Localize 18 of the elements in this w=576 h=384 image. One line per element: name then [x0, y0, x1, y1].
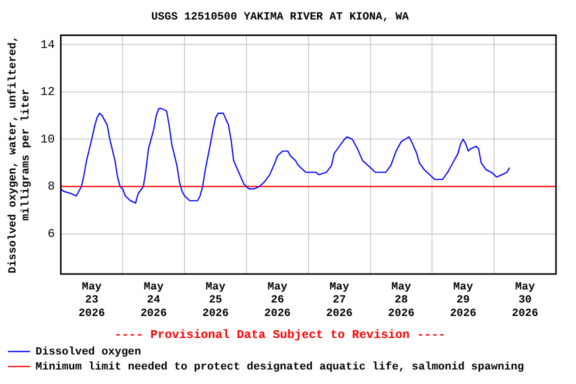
x-tick-label: May 26 2026 — [264, 281, 291, 320]
chart-title: USGS 12510500 YAKIMA RIVER AT KIONA, WA — [151, 11, 410, 24]
y-axis-title: Dissolved oxygen, water, unfiltered, milligrams per liter — [6, 36, 33, 274]
x-tick-label: May 23 2026 — [78, 281, 105, 320]
y-tick-label: 12 — [40, 85, 55, 100]
x-tick-label: May 25 2026 — [202, 281, 229, 320]
x-tick-label: May 29 2026 — [450, 281, 476, 320]
x-tick-label: May 27 2026 — [326, 281, 353, 320]
y-tick-label: 6 — [48, 226, 55, 241]
x-tick-label: May 24 2026 — [140, 281, 167, 320]
x-tick-label: May 28 2026 — [388, 281, 414, 320]
y-tick-label: 10 — [40, 132, 55, 146]
text: ---- Provisional Data Subject to Revision ---- — [114, 328, 446, 342]
y-tick-label: 14 — [40, 38, 55, 52]
legend-label: Dissolved oxygen — [36, 346, 142, 358]
x-tick-label: May 30 2026 — [512, 281, 538, 320]
legend-label: Minimum limit needed to protect designated aquatic life, salmonid spawning — [36, 360, 524, 374]
y-tick-label: 8 — [48, 180, 55, 194]
